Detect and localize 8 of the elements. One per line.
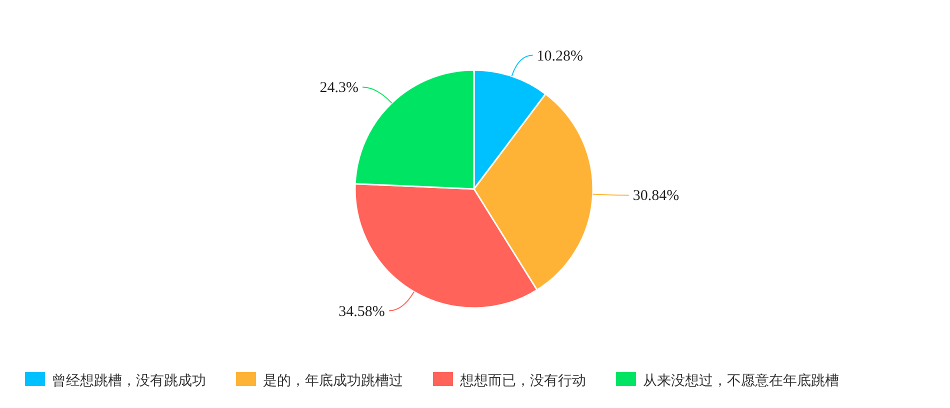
legend-label: 是的，年底成功跳槽过 xyxy=(263,373,403,389)
legend-label: 从来没想过，不愿意在年底跳槽 xyxy=(643,373,839,389)
data-label: 24.3% xyxy=(320,80,359,96)
legend-label: 曾经想跳槽，没有跳成功 xyxy=(52,373,206,389)
data-label: 30.84% xyxy=(632,188,680,204)
legend-label: 想想而已，没有行动 xyxy=(459,373,586,389)
data-label: 10.28% xyxy=(536,48,583,64)
data-label: 34.58% xyxy=(338,304,385,320)
